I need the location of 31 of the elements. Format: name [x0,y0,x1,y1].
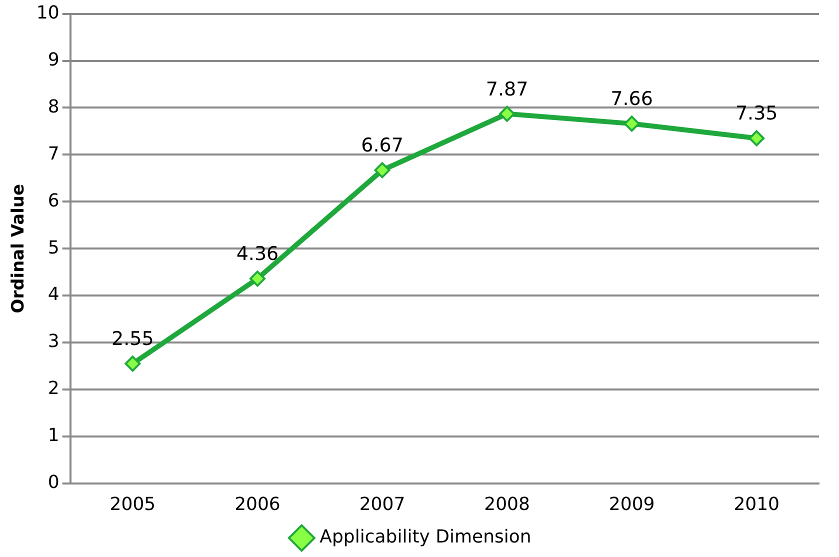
point [374,162,390,178]
point [124,356,141,372]
x-tick-label: 2009 [608,494,655,515]
y-tick-label: 1 [48,425,60,446]
y-tick-label: 7 [48,143,60,164]
x-tick-label: 2005 [110,494,156,515]
y-tick-label: 3 [48,331,60,352]
data-label: 7.66 [610,88,653,110]
y-tick-label: 4 [48,284,60,306]
legend-label: Applicability Dimension [320,526,532,548]
x-tick-label: 2008 [484,494,530,515]
data-label: 4.36 [236,243,279,266]
y-tick-label: 6 [48,190,60,212]
point [624,116,640,132]
x-tick-label: 2010 [734,494,780,515]
y-tick-label: 2 [48,378,60,400]
x-tick-label: 2006 [234,494,280,515]
data-label: 7.87 [486,78,528,100]
y-axis-title: Ordinal Value [8,184,29,314]
y-tick-label: 8 [48,96,60,118]
y-tick-label: 0 [48,472,60,494]
x-tick-label: 2007 [359,494,406,515]
point [748,130,765,146]
data-label: 2.55 [112,328,154,350]
y-tick-label: 10 [36,2,60,24]
data-label: 7.35 [735,102,778,125]
y-tick-label: 9 [48,49,60,70]
point [499,106,516,122]
y-tick-label: 5 [48,237,60,258]
data-label: 6.67 [361,134,404,157]
point [249,270,266,287]
